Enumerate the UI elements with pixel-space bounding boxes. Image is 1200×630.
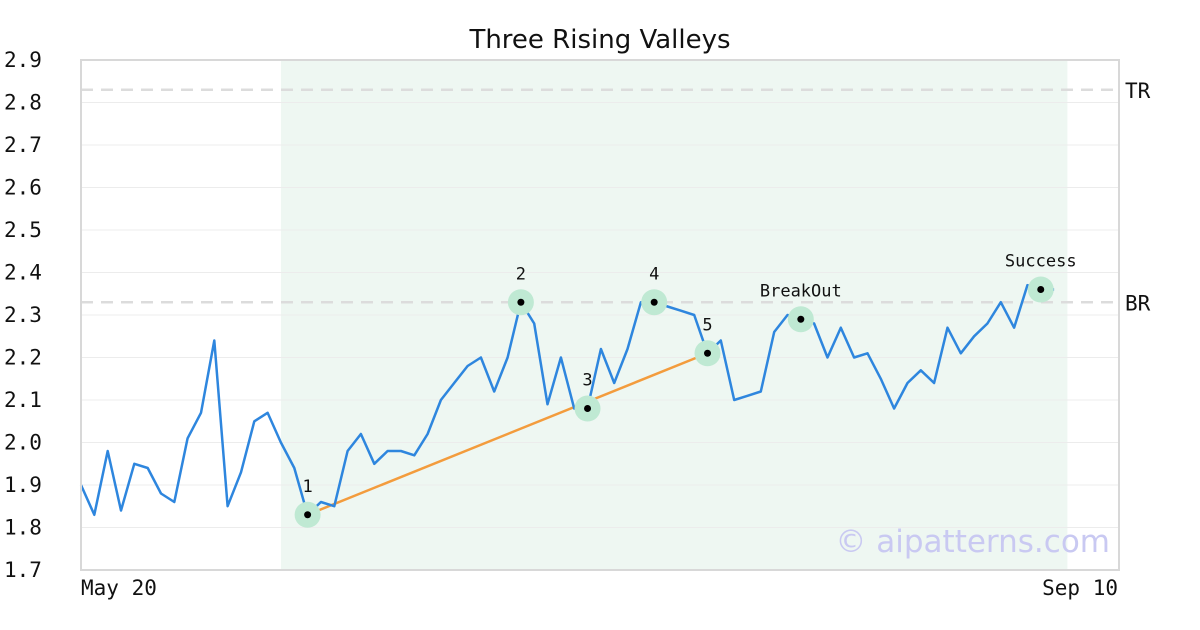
- x-tick-label: Sep 10: [1042, 576, 1118, 600]
- y-tick-label: 2.8: [4, 91, 42, 115]
- marker-point: [517, 298, 525, 306]
- marker-label: BreakOut: [760, 281, 842, 301]
- y-tick-label: 2.1: [4, 388, 42, 412]
- y-tick-label: 2.0: [4, 431, 42, 455]
- y-tick-label: 2.6: [4, 176, 42, 200]
- chart-title: Three Rising Valleys: [468, 25, 730, 55]
- marker-label: 5: [702, 315, 712, 335]
- marker-point: [584, 405, 592, 412]
- y-tick-label: 1.7: [4, 558, 42, 582]
- level-label-br: BR: [1125, 291, 1151, 315]
- x-tick-label: May 20: [81, 576, 157, 600]
- plot-frame: [80, 59, 1120, 571]
- trendline: [307, 352, 708, 516]
- marker-label: 4: [649, 264, 659, 284]
- marker-point: [704, 349, 712, 357]
- marker-label: 3: [582, 371, 592, 391]
- y-tick-label: 1.8: [4, 516, 42, 540]
- y-tick-label: 2.9: [4, 48, 42, 72]
- marker-point: [797, 315, 805, 323]
- y-tick-label: 2.4: [4, 261, 42, 285]
- y-tick-label: 1.9: [4, 473, 42, 497]
- marker-label: 1: [302, 477, 312, 497]
- y-tick-label: 2.3: [4, 303, 42, 327]
- marker-label: 2: [516, 264, 526, 284]
- y-tick-label: 2.2: [4, 346, 42, 370]
- marker-point: [304, 511, 312, 519]
- marker-label: Success: [1005, 252, 1077, 272]
- y-tick-label: 2.7: [4, 133, 42, 157]
- y-tick-label: 2.5: [4, 218, 42, 242]
- marker-point: [650, 298, 658, 306]
- price-line: [79, 283, 1055, 517]
- marker-point: [1037, 286, 1045, 293]
- level-label-tr: TR: [1125, 79, 1151, 103]
- watermark: © aipatterns.com: [835, 524, 1110, 560]
